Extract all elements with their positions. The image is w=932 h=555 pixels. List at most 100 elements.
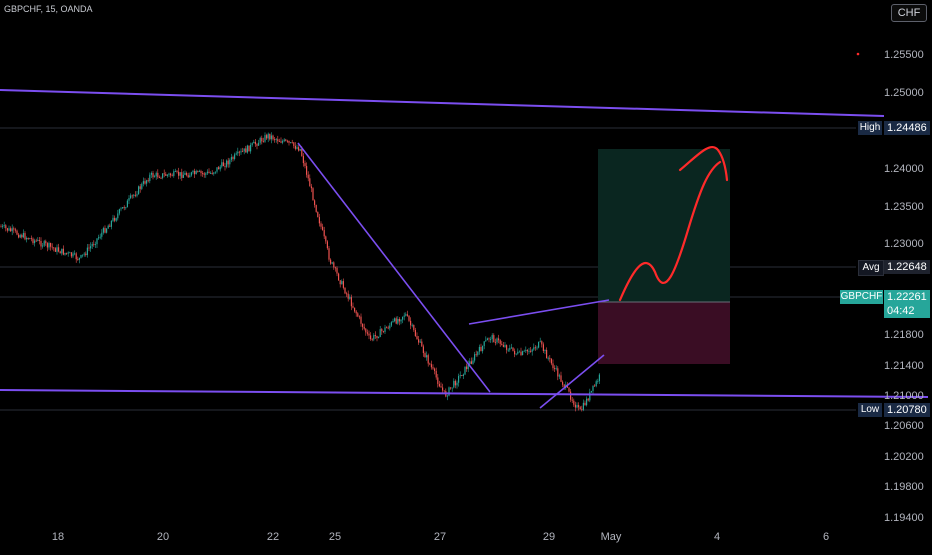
candle-body [550,358,552,364]
stop-zone[interactable] [598,302,730,364]
candle-body [506,345,508,350]
candle-body [149,174,151,182]
time-tick-label: 18 [51,531,65,543]
candle-body [56,247,58,252]
wedge-upper-line[interactable] [468,299,610,325]
candle-body [126,200,128,208]
candle-body [51,246,53,248]
candle-body [350,297,352,307]
candle-body [5,225,7,229]
candle-body [490,339,492,340]
candle-body [178,171,180,176]
candle-body [379,329,381,338]
candle-body [264,135,266,142]
candle-body [342,281,344,288]
candle-body [469,361,471,365]
candle-body [123,207,125,209]
candle-body [349,297,351,299]
candle-body [248,145,250,152]
candle-body [82,254,84,256]
candle-body [314,200,316,205]
candle-body [534,347,536,349]
candle-body [141,183,143,189]
candle-body [397,318,399,324]
candle-body [208,171,210,174]
candle-body [442,387,444,391]
candle-body [317,211,319,218]
candle-body [568,387,570,392]
candle-body [406,314,408,316]
candle-body [78,257,80,260]
candle-body [323,230,325,237]
currency-button[interactable]: CHF [891,4,927,22]
candle-body [171,175,173,177]
candle-body [413,325,415,330]
candle-body [50,242,52,247]
candle-body [365,328,367,333]
candle-body [466,366,468,370]
price-tick-label: 1.24000 [884,162,924,175]
candle-body [189,175,191,178]
candle-body [557,368,559,377]
time-tick-label: May [600,531,622,543]
candle-body [144,181,146,184]
candle-body [162,173,164,178]
candle-body [262,141,264,143]
candle-body [402,316,404,320]
symbol-info: GBPCHF, 15, OANDA [4,4,93,14]
candle-body [165,174,167,176]
candle-body [86,247,88,256]
candle-body [166,174,168,176]
time-tick-label: 25 [328,531,342,543]
candle-body [429,363,431,365]
candle-body [147,180,149,182]
candle-body [546,350,548,359]
candle-body [398,318,400,322]
candle-body [0,226,2,228]
candle-body [418,339,420,343]
candle-body [98,237,100,239]
candle-body [587,398,589,401]
candle-body [288,140,290,143]
projection-arrow[interactable] [618,160,722,302]
candle-body [85,253,87,256]
candle-body [13,228,15,230]
channel-upper-line[interactable] [0,89,885,117]
candle-body [438,383,440,387]
candle-body [509,348,511,350]
candle-body [424,353,426,358]
last-price-tag: 1.22261 04:42 [884,290,930,318]
candle-body [459,375,461,377]
candle-body [493,335,495,343]
candle-body [115,218,117,221]
candle-body [114,217,116,221]
candle-body [250,144,252,152]
candle-body [75,253,77,260]
candle-body [376,335,378,338]
wedge-lower-line[interactable] [539,354,605,409]
candle-body [274,139,276,141]
candle-body [432,367,434,369]
candle-body [522,351,524,356]
candle-body [211,172,213,174]
candle-body [517,351,519,354]
candle-body [306,166,308,175]
candle-body [163,173,165,175]
candle-body [355,311,357,314]
candle-body [83,253,85,255]
projection-arrowhead[interactable] [678,146,729,182]
channel-lower-line[interactable] [0,389,929,398]
candle-body [74,253,76,255]
candle-body [427,355,429,364]
candle-body [334,267,336,269]
candle-body [562,381,564,385]
candle-body [552,363,554,369]
candle-body [544,350,546,351]
candle-body [363,326,365,329]
descending-trendline[interactable] [297,142,491,393]
candle-body [243,148,245,152]
candle-body [160,177,162,179]
price-tick-label: 1.21000 [884,390,924,403]
